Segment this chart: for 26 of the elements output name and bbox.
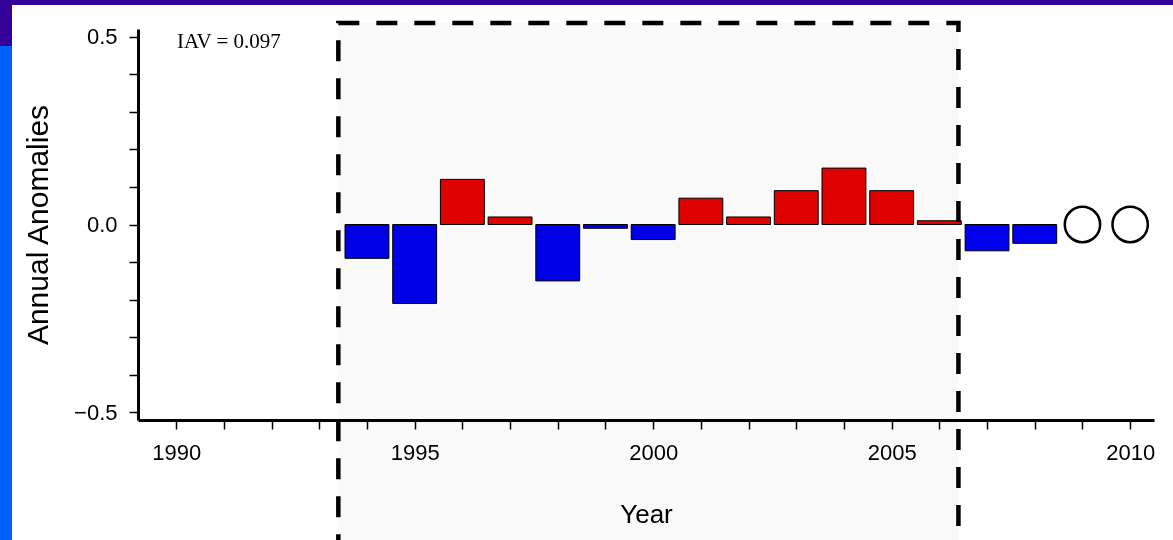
x-tick-label: 1990: [152, 439, 202, 465]
x-axis-title: Year: [620, 498, 674, 529]
bar: [535, 224, 581, 282]
bar: [916, 220, 962, 225]
bar: [487, 216, 533, 225]
bar: [869, 190, 915, 225]
bar: [1012, 224, 1058, 244]
y-tick-label: 0.0: [86, 212, 118, 237]
y-tick-label: 0.5: [86, 24, 118, 50]
bar: [583, 224, 628, 229]
bar: [630, 224, 676, 241]
bar: [726, 216, 771, 225]
bar: [678, 197, 724, 225]
x-tick-label: 2010: [1106, 439, 1156, 465]
x-tick-label: 2000: [629, 439, 679, 465]
bar: [344, 224, 390, 259]
bar: [439, 178, 485, 225]
bar: [773, 190, 819, 225]
bar: [964, 224, 1010, 252]
y-axis-title: Annual Anomalies: [21, 104, 55, 346]
y-tick-label: −0.5: [74, 399, 118, 425]
bar: [392, 224, 438, 304]
x-tick-label: 2005: [867, 439, 917, 465]
annotation: IAV = 0.097: [177, 29, 281, 53]
x-tick-label: 1995: [390, 439, 440, 465]
bar: [821, 167, 867, 225]
